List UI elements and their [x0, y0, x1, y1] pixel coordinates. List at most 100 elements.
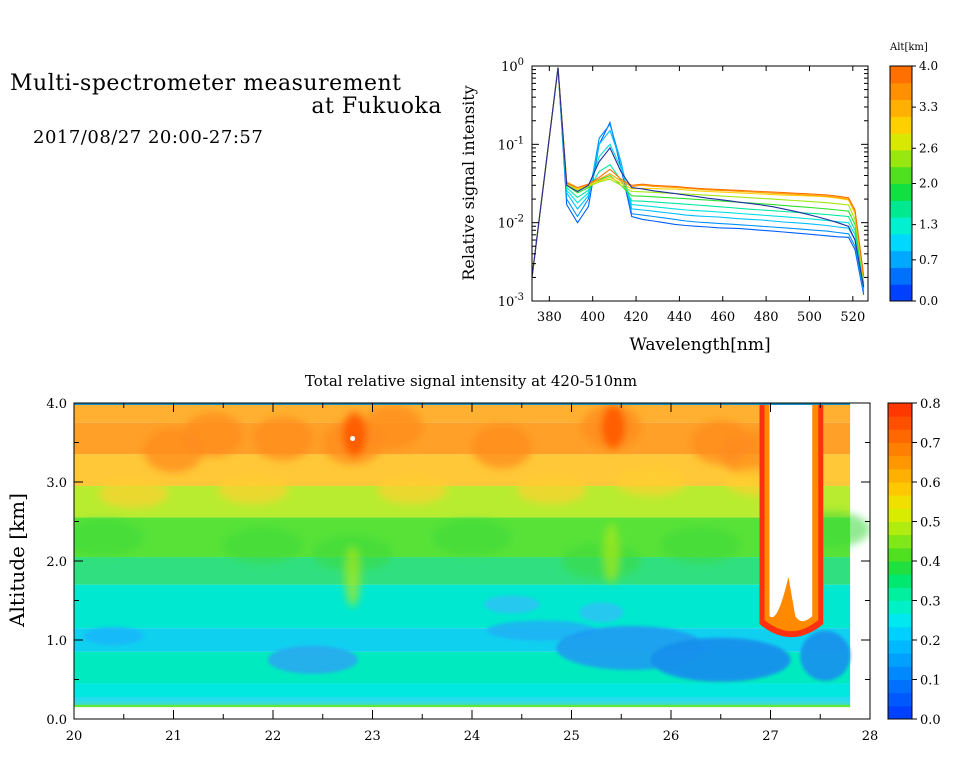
blue-patch [483, 595, 540, 614]
orange-patch [252, 416, 313, 461]
x-tick-label: 380 [537, 310, 562, 325]
y-tick-label: 2.0 [46, 555, 67, 570]
colorbar-tick-label: 0.0 [920, 713, 941, 728]
green-patch [432, 519, 512, 556]
colorbar-cell [888, 455, 912, 470]
spectrum-xlabel: Wavelength[nm] [629, 335, 770, 355]
low-layer-texture [83, 595, 851, 682]
altitude-band [74, 557, 851, 585]
green-patch [74, 519, 144, 556]
colorbar-cell [888, 679, 912, 694]
title-line-2: at Fukuoka [311, 94, 442, 119]
orange-patch [362, 404, 423, 449]
colorbar-cell [888, 587, 912, 601]
colorbar-cell [890, 99, 912, 117]
yellow-patch [616, 468, 687, 496]
colorbar-cell [890, 66, 912, 84]
x-tick-label: 24 [464, 729, 481, 744]
x-tick-label: 400 [580, 310, 605, 325]
colorbar-tick-label: 0.2 [920, 634, 941, 649]
heatmap-title: Total relative signal intensity at 420-5… [305, 372, 637, 390]
x-tick-label: 20 [66, 729, 83, 744]
altitude-colorbar: 0.0 0.7 1.3 2.0 2.6 3.3 4.0 [889, 59, 938, 308]
colorbar-tick-label: 0.1 [920, 674, 941, 689]
spectrum-line [532, 67, 865, 288]
green-patch [223, 527, 304, 564]
measurement-time: 2017/08/27 20:00-27:57 [33, 127, 264, 148]
colorbar-cell [888, 626, 912, 641]
y-tick-label: 1.0 [46, 634, 67, 649]
heatmap-chart: Total relative signal intensity at 420-5… [5, 372, 941, 744]
colorbar-tick-label: 0.0 [919, 294, 938, 308]
spectrum-chart: 0.0 0.7 1.3 2.0 2.6 3.3 4.0 Alt[km] 380 400 420 4… [459, 42, 938, 355]
y-tick-label: 100 [501, 57, 524, 75]
yellow-patch [516, 475, 587, 504]
blue-patch [83, 627, 144, 646]
blue-patch [267, 645, 358, 674]
x-tick-label: 520 [840, 310, 865, 325]
spectrum-line [532, 67, 865, 290]
colorbar-cell [888, 442, 912, 457]
spectrum-line [532, 67, 865, 293]
colorbar-cell [888, 574, 912, 588]
colorbar-cell [888, 468, 912, 483]
x-tick-label: 26 [663, 729, 680, 744]
colorbar-cell [890, 250, 912, 268]
x-tick-label: 440 [667, 310, 692, 325]
spectrum-ylabel: Relative signal intensity [459, 85, 478, 280]
spectrum-line [532, 67, 865, 278]
colorbar-cell [890, 116, 912, 134]
spectrum-line [532, 67, 865, 280]
altitude-band [74, 584, 851, 629]
colorbar-cell [888, 403, 912, 417]
spectrum-frame [531, 65, 869, 302]
spectrum-line [532, 67, 865, 283]
spectrum-line [532, 67, 865, 282]
heatmap-ticks: 20 21 22 23 24 25 26 27 28 0.0 1.0 2.0 3.0 4.0 [46, 397, 878, 744]
colorbar-cell [890, 149, 912, 168]
colorbar-cell [888, 666, 912, 680]
blue-patch [579, 602, 624, 623]
colorbar-tick-label: 0.4 [920, 555, 941, 570]
colorbar-cell [888, 640, 912, 654]
colorbar-tick-label: 0.7 [920, 437, 941, 452]
colorbar-cell [888, 692, 912, 707]
altitude-band [74, 485, 851, 518]
y-tick-label: 10-1 [498, 135, 524, 153]
colorbar-cell [890, 284, 912, 302]
colorbar-cell [888, 521, 912, 536]
colorbar-cell [888, 482, 912, 496]
x-tick-label: 21 [165, 729, 182, 744]
x-tick-label: 25 [563, 729, 580, 744]
colorbar-tick-label: 0.3 [920, 595, 941, 610]
x-tick-label: 23 [364, 729, 381, 744]
colorbar-cell [890, 233, 912, 252]
blue-patch [650, 637, 791, 682]
spectrum-series [532, 67, 865, 295]
orange-patch [183, 412, 244, 457]
x-tick-label: 460 [710, 310, 735, 325]
colorbar-cell [888, 613, 912, 628]
colorbar-cell [888, 547, 912, 562]
title-line-1: Multi-spectrometer measurement [10, 71, 402, 96]
colorbar-cell [888, 653, 912, 667]
colorbar-tick-label: 0.8 [920, 397, 941, 412]
yellow-patch [377, 475, 448, 504]
colorbar-cell [890, 267, 912, 285]
colorbar-cell [890, 217, 912, 235]
colorbar-tick-label: 4.0 [919, 59, 938, 73]
y-tick-label: 0.0 [46, 713, 67, 728]
colorbar-cell [890, 82, 912, 101]
colorbar-cell [888, 495, 912, 509]
red-patch [601, 404, 626, 449]
colorbar-cell [888, 416, 912, 430]
y-tick-label: 10-3 [498, 292, 524, 310]
y-tick-label: 3.0 [46, 476, 67, 491]
x-tick-label: 22 [265, 729, 282, 744]
colorbar-cell [888, 705, 912, 720]
green-patch [561, 543, 642, 579]
spectrum-line [532, 67, 865, 295]
spectrum-line [532, 67, 865, 278]
colorbar-tick-label: 3.3 [919, 100, 938, 114]
colorbar-tick-label: 0.6 [920, 476, 941, 491]
